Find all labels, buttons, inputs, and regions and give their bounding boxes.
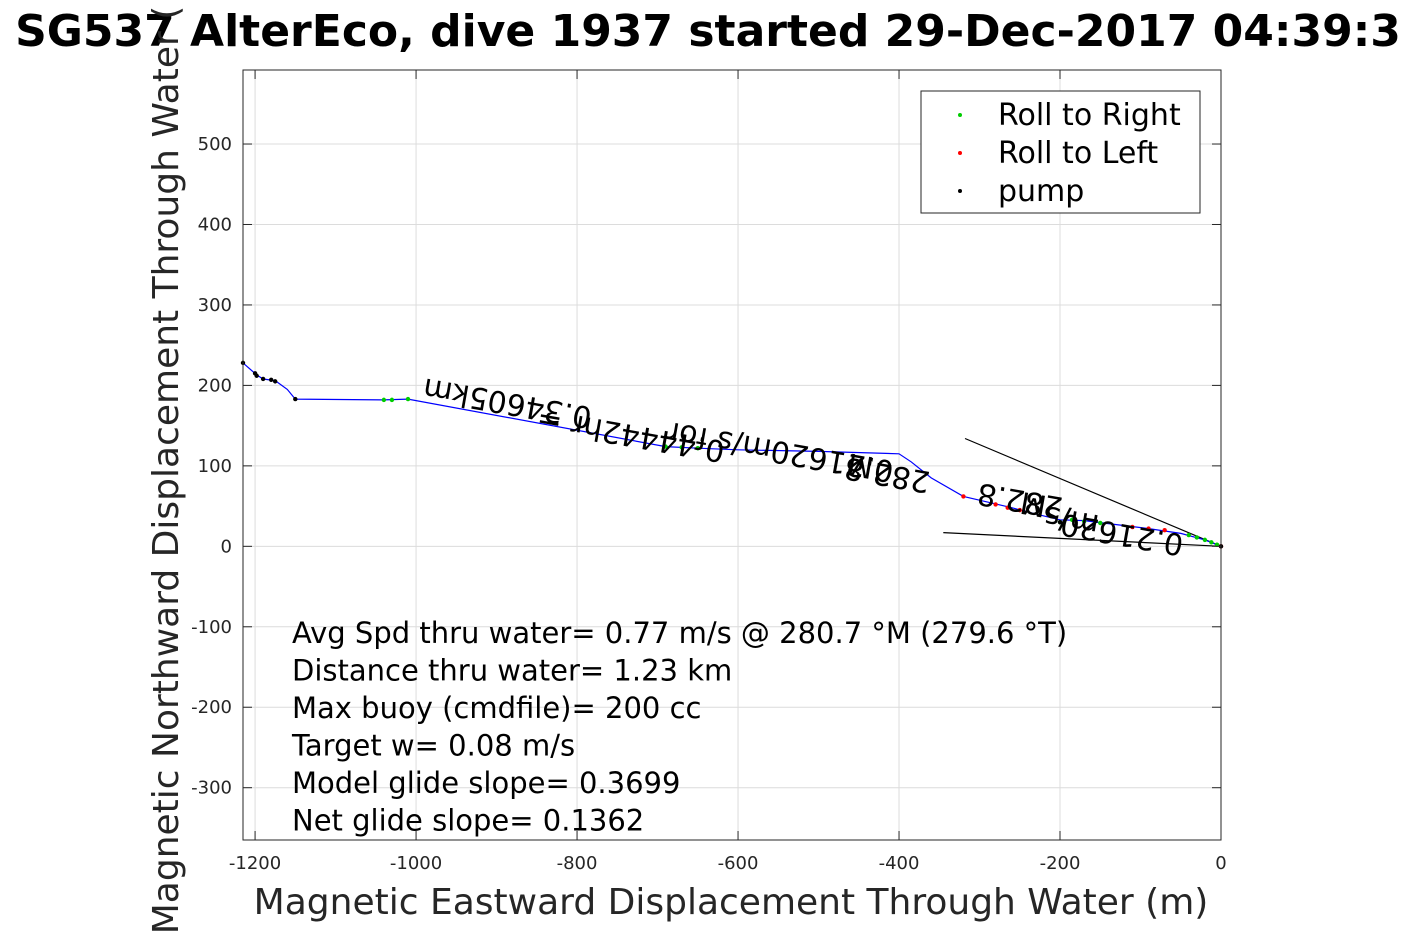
stats-line: Max buoy (cmdfile)= 200 cc (292, 691, 701, 725)
y-tick-label: -100 (191, 617, 232, 638)
pump-point (260, 376, 266, 382)
legend-label-roll-left: Roll to Left (998, 136, 1158, 171)
roll-right-point (389, 397, 395, 403)
stats-line: Model glide slope= 0.3699 (292, 766, 680, 800)
y-tick-label: 200 (198, 375, 232, 396)
stats-line: Net glide slope= 0.1362 (292, 804, 644, 838)
pump-point (268, 377, 274, 382)
track-series (242, 362, 1222, 547)
x-tick-label: -1200 (229, 853, 281, 874)
roll-right-point (663, 444, 668, 449)
glide-reference-line (964, 437, 1222, 547)
pump-point (254, 373, 259, 378)
glide-reference-line (943, 532, 1222, 547)
track-annotation: M (845, 445, 877, 484)
pump-point (1057, 519, 1063, 525)
pump-point (272, 379, 278, 384)
y-tick-label: 500 (198, 134, 232, 155)
track-line (242, 362, 1222, 547)
chart-title: SG537 AlterEco, dive 1937 started 29-Dec… (15, 6, 1401, 57)
roll-left-point (1005, 505, 1010, 510)
y-tick-label: -200 (191, 697, 232, 718)
marker-series (240, 360, 1224, 549)
x-tick-label: 0 (1215, 853, 1226, 874)
roll-right-point (695, 445, 700, 451)
stats-line: Distance thru water= 1.23 km (292, 654, 732, 688)
axes-box (242, 69, 1222, 841)
legend-label-roll-right: Roll to Right (998, 98, 1181, 133)
stats-block: Avg Spd thru water= 0.77 m/s @ 280.7 °M … (291, 616, 1067, 838)
roll-right-point (1186, 532, 1192, 538)
roll-right-point (1194, 535, 1200, 540)
legend-marker-roll-left (958, 151, 962, 155)
roll-left-point (961, 494, 966, 499)
roll-left-point (1130, 524, 1135, 530)
roll-right-point (405, 396, 411, 402)
y-axis-label: Magnetic Northward Displacement Through … (146, 6, 187, 935)
pump-point (293, 396, 298, 402)
x-tick-label: -800 (557, 853, 598, 874)
y-tick-label: 400 (198, 214, 232, 235)
axis-ticks: -1200 -1000 -800 -600 -400 -200 0-300-200-1000… (191, 70, 1227, 874)
y-tick-label: -300 (191, 778, 232, 799)
legend-label-pump: pump (998, 174, 1084, 209)
track-annotation: M (1018, 484, 1050, 523)
stats-line: Target w= 0.08 m/s (291, 729, 575, 763)
roll-right-point (1081, 519, 1087, 524)
track-annotation: m/s (1041, 498, 1101, 542)
roll-right-point (679, 445, 684, 450)
x-tick-label: -200 (1040, 853, 1081, 874)
legend-box (920, 90, 1201, 214)
y-tick-label: 0 (221, 536, 232, 557)
reference-lines (943, 437, 1222, 547)
roll-right-point (1214, 542, 1220, 547)
roll-left-point (1162, 528, 1167, 533)
legend-marker-pump (958, 189, 962, 193)
x-tick-label: -400 (879, 853, 920, 874)
y-tick-label: 300 (198, 295, 232, 316)
roll-right-point (381, 397, 387, 403)
roll-left-point (993, 502, 998, 507)
roll-right-point (1098, 520, 1103, 526)
roll-right-point (1209, 540, 1214, 545)
roll-left-point (1017, 507, 1022, 513)
y-tick-label: 100 (198, 456, 232, 477)
roll-right-point (1069, 517, 1075, 522)
legend-marker-roll-right (958, 113, 962, 117)
x-tick-label: -600 (718, 853, 759, 874)
roll-right-point (1202, 537, 1208, 543)
x-tick-label: -1000 (390, 853, 442, 874)
roll-left-point (1146, 526, 1151, 531)
x-axis-label: Magnetic Eastward Displacement Through W… (254, 882, 1209, 923)
stats-line: Avg Spd thru water= 0.77 m/s @ 280.7 °M … (292, 616, 1067, 650)
legend: Roll to Right Roll to Left pump (920, 90, 1201, 214)
